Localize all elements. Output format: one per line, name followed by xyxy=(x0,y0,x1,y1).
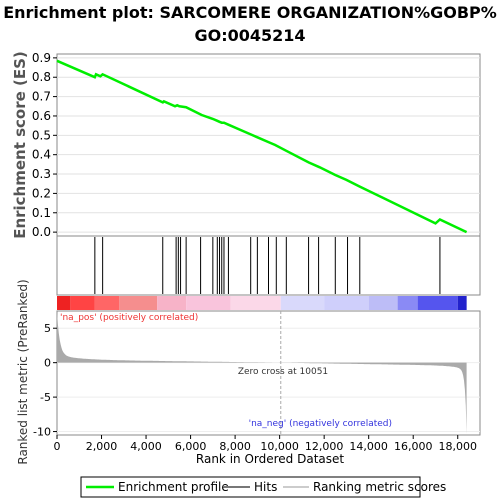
es-tick-label: 0.9 xyxy=(32,51,51,65)
ranked-tick-label: 0 xyxy=(44,357,51,370)
es-tick-label: 0.3 xyxy=(32,167,51,181)
x-tick-label: 2,000 xyxy=(86,440,118,453)
x-tick-label: 16,000 xyxy=(394,440,433,453)
colorbar-segment xyxy=(57,296,71,310)
colorbar-segment xyxy=(70,296,95,310)
x-axis-label: Rank in Ordered Dataset xyxy=(196,452,344,466)
x-tick-label: 14,000 xyxy=(349,440,388,453)
colorbar-segment xyxy=(119,296,158,310)
enrichment-profile-line xyxy=(56,59,468,234)
enrichment-panel xyxy=(56,53,481,237)
legend-box xyxy=(80,476,421,498)
ranked-y-ticks: 5 0 -5 -10 xyxy=(33,322,57,439)
colorbar-segment xyxy=(186,296,231,310)
es-tick-label: 0.1 xyxy=(32,206,51,220)
enrichment-y-ticks: 0.0 0.1 0.2 0.3 0.4 0.5 0.6 0.7 0.8 0.9 xyxy=(32,51,57,239)
x-tick-label: 18,000 xyxy=(438,440,477,453)
es-tick-label: 0.8 xyxy=(32,70,51,84)
x-tick-label: 12,000 xyxy=(305,440,344,453)
chart-title-line1: Enrichment plot: SARCOMERE ORGANIZATION%… xyxy=(3,3,497,22)
ranked-y-axis-label: Ranked list metric (PreRanked) xyxy=(16,279,30,464)
es-tick-label: 0.5 xyxy=(32,128,51,142)
ranked-list-colorbar xyxy=(57,296,467,310)
es-tick-label: 0.0 xyxy=(32,225,51,239)
x-tick-label: 8,000 xyxy=(219,440,251,453)
x-tick-label: 0 xyxy=(54,440,61,453)
chart-title-line2: GO:0045214 xyxy=(194,26,305,45)
enrichment-y-axis-label: Enrichment score (ES) xyxy=(11,51,29,239)
es-tick-label: 0.4 xyxy=(32,148,51,162)
ranked-metric-panel xyxy=(56,310,481,436)
colorbar-segment xyxy=(157,296,187,310)
colorbar-segment xyxy=(457,296,467,310)
hits-markers xyxy=(94,237,441,294)
negative-correlation-label: 'na_neg' (negatively correlated) xyxy=(249,419,392,429)
legend-metric-label: Ranking metric scores xyxy=(313,480,446,494)
enrichment-gridlines xyxy=(57,57,480,233)
x-tick-label: 6,000 xyxy=(175,440,207,453)
ranked-tick-label: -10 xyxy=(33,426,51,439)
es-tick-label: 0.2 xyxy=(32,186,51,200)
x-axis-ticks: 0 2,000 4,000 6,000 8,000 10,000 12,000 14,000 1… xyxy=(54,435,477,453)
colorbar-segment xyxy=(230,296,281,310)
x-tick-label: 10,000 xyxy=(260,440,299,453)
legend-hits-label: Hits xyxy=(254,480,277,494)
colorbar-segment xyxy=(280,296,325,310)
ranked-tick-label: 5 xyxy=(44,322,51,335)
legend-enrichment-label: Enrichment profile xyxy=(118,480,229,494)
es-tick-label: 0.7 xyxy=(32,90,51,104)
positive-correlation-label: 'na_pos' (positively correlated) xyxy=(60,313,198,323)
colorbar-segment xyxy=(368,296,398,310)
colorbar-segment xyxy=(397,296,418,310)
ranked-tick-label: -5 xyxy=(40,391,51,404)
x-tick-label: 4,000 xyxy=(130,440,162,453)
zero-cross-label: Zero cross at 10051 xyxy=(238,367,328,377)
colorbar-segment xyxy=(324,296,369,310)
colorbar-segment xyxy=(94,296,120,310)
es-tick-label: 0.6 xyxy=(32,109,51,123)
colorbar-segment xyxy=(417,296,458,310)
